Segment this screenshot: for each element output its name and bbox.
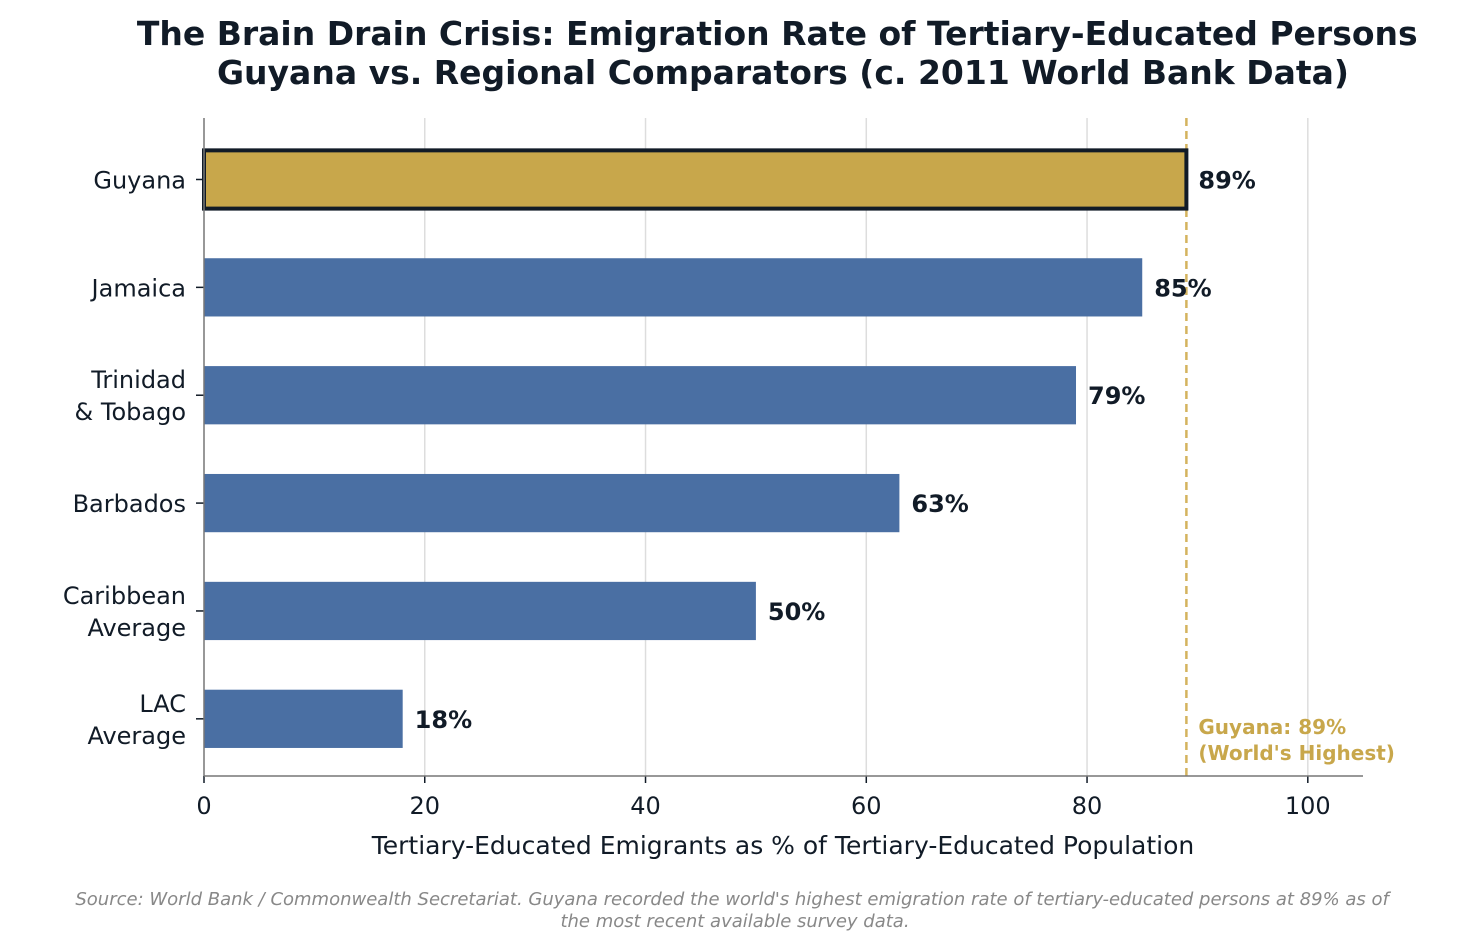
reference-annotation-line: Guyana: 89%	[1198, 715, 1346, 739]
bar	[204, 366, 1077, 425]
y-tick-label-line: Trinidad	[90, 366, 186, 394]
y-tick-label: Caribbean Average	[63, 582, 186, 642]
source-note: Source: World Bank / Commonwealth Secret…	[75, 889, 1394, 932]
bars: 89% 85% 79% 63% 50% 18%	[202, 148, 1256, 748]
y-tick-label: LAC Average	[87, 690, 186, 750]
y-tick-label-line: Guyana	[93, 166, 186, 194]
x-tick-label: 60	[851, 792, 882, 820]
y-tick-label-line: & Tobago	[75, 398, 186, 426]
x-tick-label: 0	[196, 792, 211, 820]
value-label: 50%	[768, 598, 825, 626]
bar	[204, 473, 900, 533]
value-label: 89%	[1198, 166, 1255, 194]
x-tick-label: 20	[409, 792, 440, 820]
x-tick-label: 80	[1072, 792, 1103, 820]
y-tick-label-line: Jamaica	[90, 274, 186, 302]
chart-title-line-1: The Brain Drain Crisis: Emigration Rate …	[137, 14, 1418, 53]
x-tick-label: 100	[1285, 792, 1331, 820]
value-label: 85%	[1154, 274, 1211, 302]
chart-title-line-2: Guyana vs. Regional Comparators (c. 2011…	[217, 53, 1349, 92]
y-tick-label-line: Average	[87, 614, 186, 642]
chart-title: The Brain Drain Crisis: Emigration Rate …	[137, 14, 1429, 92]
value-label: 18%	[415, 706, 472, 734]
y-tick-label: Jamaica	[90, 274, 186, 302]
reference-annotation: Guyana: 89% (World's Highest)	[1198, 715, 1395, 765]
reference-line-group: Guyana: 89% (World's Highest)	[1185, 118, 1395, 776]
source-note-line-1: Source: World Bank / Commonwealth Secret…	[75, 889, 1391, 910]
y-tick-label-line: Caribbean	[63, 582, 186, 610]
bar	[202, 148, 1189, 211]
axes: 0 20 40 60 80 100 Guyana Jamaica Trinidad & Tobag…	[63, 118, 1363, 820]
x-axis-label: Tertiary-Educated Emigrants as % of Tert…	[371, 831, 1195, 860]
reference-annotation-line: (World's Highest)	[1198, 741, 1395, 765]
bar	[204, 689, 403, 748]
value-label: 63%	[911, 490, 968, 518]
y-tick-label-line: LAC	[139, 690, 186, 718]
source-note-line-2: the most recent available survey data.	[560, 911, 909, 932]
y-tick-label-line: Average	[87, 722, 186, 750]
x-tick-label: 40	[630, 792, 661, 820]
bar	[204, 581, 756, 641]
y-tick-label-line: Barbados	[73, 490, 186, 518]
y-tick-label: Trinidad & Tobago	[75, 366, 186, 426]
y-tick-label: Barbados	[73, 490, 186, 518]
y-tick-label: Guyana	[93, 166, 186, 194]
bar	[204, 258, 1143, 317]
gridlines	[424, 118, 1309, 776]
value-label: 79%	[1088, 382, 1145, 410]
